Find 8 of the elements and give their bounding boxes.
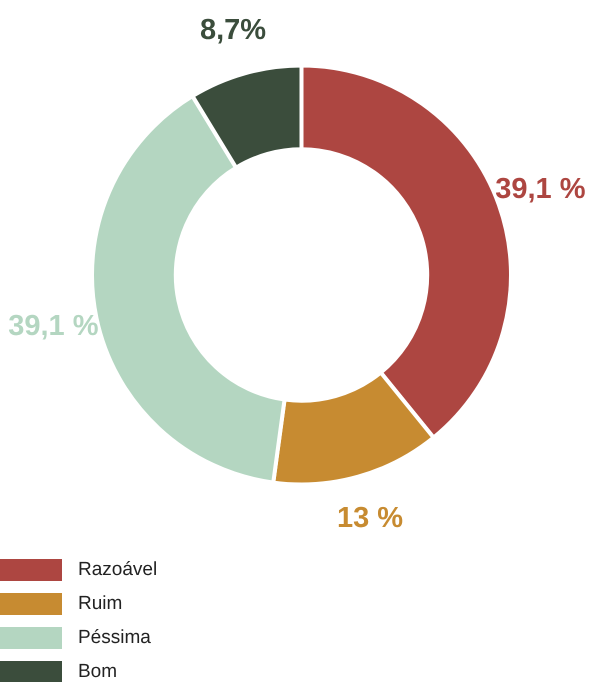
legend-label: Bom: [78, 661, 118, 682]
data-label: 39,1 %: [8, 310, 99, 342]
data-label: 39,1 %: [495, 173, 586, 206]
legend-label: Ruim: [78, 593, 122, 615]
legend-label: Razoável: [78, 559, 158, 581]
data-label: 13 %: [336, 502, 404, 534]
legend-label: Péssima: [78, 627, 151, 649]
data-label: 8,7%: [200, 14, 266, 46]
